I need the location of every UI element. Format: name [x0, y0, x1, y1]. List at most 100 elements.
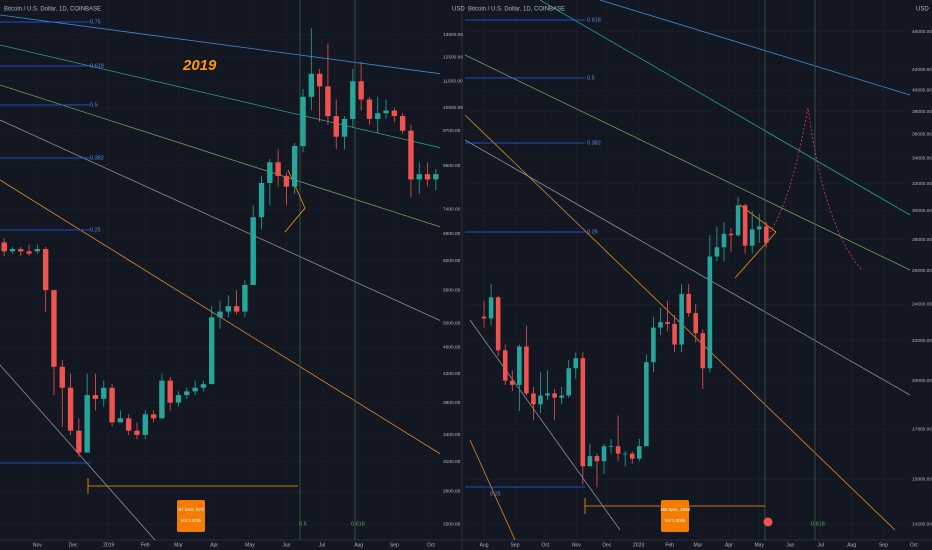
- x-tick-label: Oct: [427, 542, 435, 548]
- trend-line: [0, 179, 440, 455]
- candle-body: [308, 73, 315, 97]
- trend-line: [469, 319, 621, 531]
- candle-body: [502, 350, 508, 381]
- trend-line: [465, 54, 910, 271]
- y-tick-label: 17800.00: [912, 427, 932, 433]
- candle-body: [350, 81, 356, 119]
- x-tick-label: Mar: [174, 542, 183, 548]
- candle-body: [488, 297, 494, 319]
- info-text: 188 bars, 188d: [660, 507, 691, 512]
- candle-body: [42, 249, 49, 291]
- candle-body: [545, 393, 550, 396]
- candle-body: [34, 249, 41, 252]
- x-tick-label: Jun: [786, 542, 794, 548]
- y-tick-label: 2500.00: [443, 521, 461, 527]
- trend-line: [0, 119, 440, 321]
- fib-label: 0.25: [490, 491, 501, 497]
- y-tick-label: 3800.00: [443, 400, 461, 406]
- candle-body: [601, 446, 607, 462]
- candle-body: [629, 453, 635, 459]
- y-tick-label: 42000.00: [912, 67, 932, 73]
- candle-body: [509, 380, 515, 385]
- y-tick-label: 32000.00: [912, 181, 932, 187]
- candle-body: [333, 116, 339, 137]
- trend-line: [599, 0, 910, 96]
- x-tick-label: Apr: [210, 542, 218, 548]
- candle-body: [580, 358, 586, 467]
- info-text: Vol 2.103k: [180, 518, 202, 523]
- candle-body: [76, 430, 82, 453]
- x-tick-label: Feb: [141, 542, 150, 548]
- candle-body: [424, 174, 431, 180]
- y-tick-label: 13500.00: [443, 32, 463, 38]
- x-tick-label: Sep: [511, 542, 520, 548]
- candle-body: [275, 162, 281, 176]
- candle-body: [9, 249, 16, 252]
- candle-body: [735, 205, 741, 236]
- candle-body: [92, 395, 99, 399]
- fib-label: 0.25: [587, 229, 598, 235]
- candle-body: [258, 182, 265, 218]
- candle-body: [665, 322, 670, 324]
- candle-body: [742, 205, 748, 246]
- candle-group: [1, 28, 439, 458]
- y-tick-label: 40000.00: [912, 88, 932, 94]
- candle-body: [749, 229, 755, 246]
- x-tick-label: Jun: [282, 542, 290, 548]
- candle-body: [250, 217, 256, 285]
- candle-body: [495, 297, 501, 351]
- y-tick-label: 3100.00: [443, 459, 461, 465]
- vertical-label: 0.618: [351, 521, 365, 527]
- y-tick-label: 5600.00: [443, 287, 461, 293]
- event-icon[interactable]: [763, 517, 773, 527]
- y-tick-label: 30000.00: [912, 208, 932, 214]
- fib-label: 0.382: [587, 140, 601, 146]
- candle-body: [608, 446, 614, 448]
- x-tick-label: Feb: [665, 542, 674, 548]
- candle-body: [51, 290, 57, 367]
- candle-body: [142, 414, 148, 435]
- candle-body: [764, 226, 769, 243]
- fib-label: 0.5: [90, 102, 98, 108]
- candle-body: [707, 256, 713, 369]
- candle-body: [728, 233, 734, 236]
- candle-body: [679, 293, 684, 345]
- candle-body: [18, 249, 24, 252]
- y-tick-label: 38000.00: [912, 109, 932, 115]
- y-tick-label: 6200.00: [443, 258, 461, 264]
- y-tick-label: 10500.00: [443, 105, 463, 111]
- candle-body: [159, 380, 165, 419]
- candle-body: [552, 393, 557, 398]
- y-tick-label: 11500.00: [443, 79, 463, 85]
- info-text: 87 bars, 87d: [178, 507, 204, 512]
- candle-body: [481, 316, 487, 319]
- candle-body: [531, 393, 536, 405]
- candles: [1, 28, 769, 488]
- y-tick-label: 6800.00: [443, 231, 461, 237]
- x-tick-label: 2019: [103, 542, 114, 548]
- candle-body: [594, 456, 600, 462]
- y-tick-label: 4200.00: [443, 371, 461, 377]
- x-tick-label: Jul: [817, 542, 823, 548]
- y-tick-label: 4600.00: [443, 344, 461, 350]
- candle-body: [644, 362, 649, 447]
- candle-body: [408, 130, 414, 180]
- fib-label: 0.618: [90, 63, 104, 69]
- y-tick-label: 20000.00: [912, 378, 932, 384]
- vertical-label: 0.5: [299, 521, 307, 527]
- candle-body: [693, 313, 699, 334]
- x-tick-label: Aug: [847, 542, 856, 548]
- candle-body: [184, 391, 190, 396]
- x-tick-label: Mar: [694, 542, 703, 548]
- y-tick-label: 22000.00: [912, 338, 932, 344]
- fib-label: 0.382: [90, 155, 104, 161]
- candle-body: [651, 327, 656, 363]
- candle-body: [209, 317, 215, 385]
- candle-body: [383, 110, 389, 114]
- info-text: Vol 1.000k: [664, 518, 686, 523]
- candle-body: [366, 99, 373, 119]
- axis-label: USD: [452, 7, 465, 13]
- fib-label: 0.75: [90, 19, 101, 25]
- candle-body: [615, 446, 621, 454]
